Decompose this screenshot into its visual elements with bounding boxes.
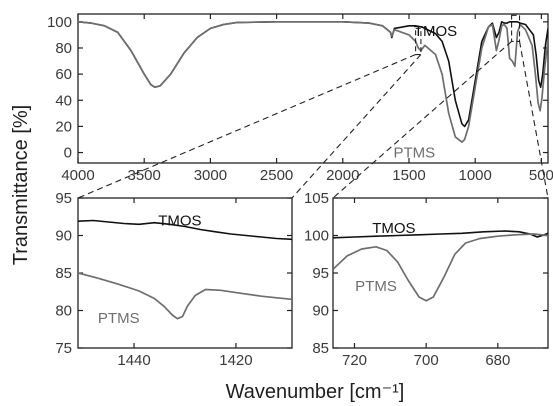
series-line-ptms bbox=[78, 20, 548, 143]
y-tick-label: 80 bbox=[55, 40, 72, 57]
y-tick-label: 95 bbox=[312, 265, 329, 282]
y-tick-label: 95 bbox=[55, 190, 72, 207]
series-label-ptms: PTMS bbox=[98, 310, 140, 327]
y-tick-label: 80 bbox=[55, 303, 72, 320]
series-label-tmos: TMOS bbox=[372, 220, 415, 237]
y-tick-label: 75 bbox=[55, 340, 72, 357]
y-tick-label: 90 bbox=[55, 228, 72, 245]
series-label-ptms: PTMS bbox=[393, 145, 435, 162]
plot-frame bbox=[77, 13, 549, 164]
y-tick-label: 85 bbox=[312, 340, 329, 357]
x-tick-label: 500 bbox=[529, 167, 553, 184]
y-tick-label: 90 bbox=[312, 303, 329, 320]
zoom-connector-line bbox=[291, 54, 422, 199]
x-tick-label: 4000 bbox=[61, 167, 94, 184]
series-label-tmos: TMOS bbox=[158, 213, 201, 230]
series-line-ptms bbox=[333, 233, 548, 302]
zoom-region-box bbox=[511, 14, 521, 42]
zoom-connector-line bbox=[518, 41, 549, 199]
y-tick-label: 100 bbox=[47, 14, 72, 31]
y-tick-label: 85 bbox=[55, 265, 72, 282]
y-tick-label: 100 bbox=[304, 228, 329, 245]
y-tick-label: 40 bbox=[55, 92, 72, 109]
x-tick-label: 680 bbox=[485, 352, 510, 369]
zoom-left-panel: 1440 1420 75 80 85 90 95 TMOS PTMS bbox=[55, 190, 293, 369]
x-tick-label: 1420 bbox=[219, 352, 252, 369]
zoom-right-panel: 720 700 680 85 90 95 100 105 TMOS PTMS bbox=[304, 190, 549, 369]
zoom-connectors bbox=[77, 41, 549, 199]
x-tick-label: 3500 bbox=[128, 167, 161, 184]
zoom-connector-line bbox=[77, 54, 416, 199]
x-tick-label: 1000 bbox=[458, 167, 491, 184]
x-tick-label: 1500 bbox=[392, 167, 425, 184]
x-tick-label: 1440 bbox=[117, 352, 150, 369]
y-tick-label: 60 bbox=[55, 66, 72, 83]
y-tick-label: 0 bbox=[64, 145, 72, 162]
y-axis-label: Transmittance [%] bbox=[10, 105, 32, 265]
x-tick-label: 700 bbox=[414, 352, 439, 369]
series-line-ptms bbox=[78, 272, 292, 320]
x-tick-label: 720 bbox=[342, 352, 367, 369]
series-line-tmos bbox=[78, 219, 292, 241]
x-tick-label: 3000 bbox=[194, 167, 227, 184]
series-label-tmos: TMOS bbox=[414, 23, 457, 40]
y-tick-label: 20 bbox=[55, 118, 72, 135]
x-tick-label: 2500 bbox=[260, 167, 293, 184]
full-spectrum-panel: 4000 3500 3000 2500 2000 1500 1000 500 0 20 40 60 80… bbox=[47, 13, 553, 184]
x-tick-label: 2000 bbox=[326, 167, 359, 184]
zoom-region-box bbox=[415, 27, 422, 56]
series-line-tmos bbox=[333, 230, 548, 239]
series-label-ptms: PTMS bbox=[355, 278, 397, 295]
plot-frame bbox=[332, 197, 549, 349]
y-tick-label: 105 bbox=[304, 190, 329, 207]
x-axis-label: Wavenumber [cm⁻¹] bbox=[226, 381, 405, 403]
